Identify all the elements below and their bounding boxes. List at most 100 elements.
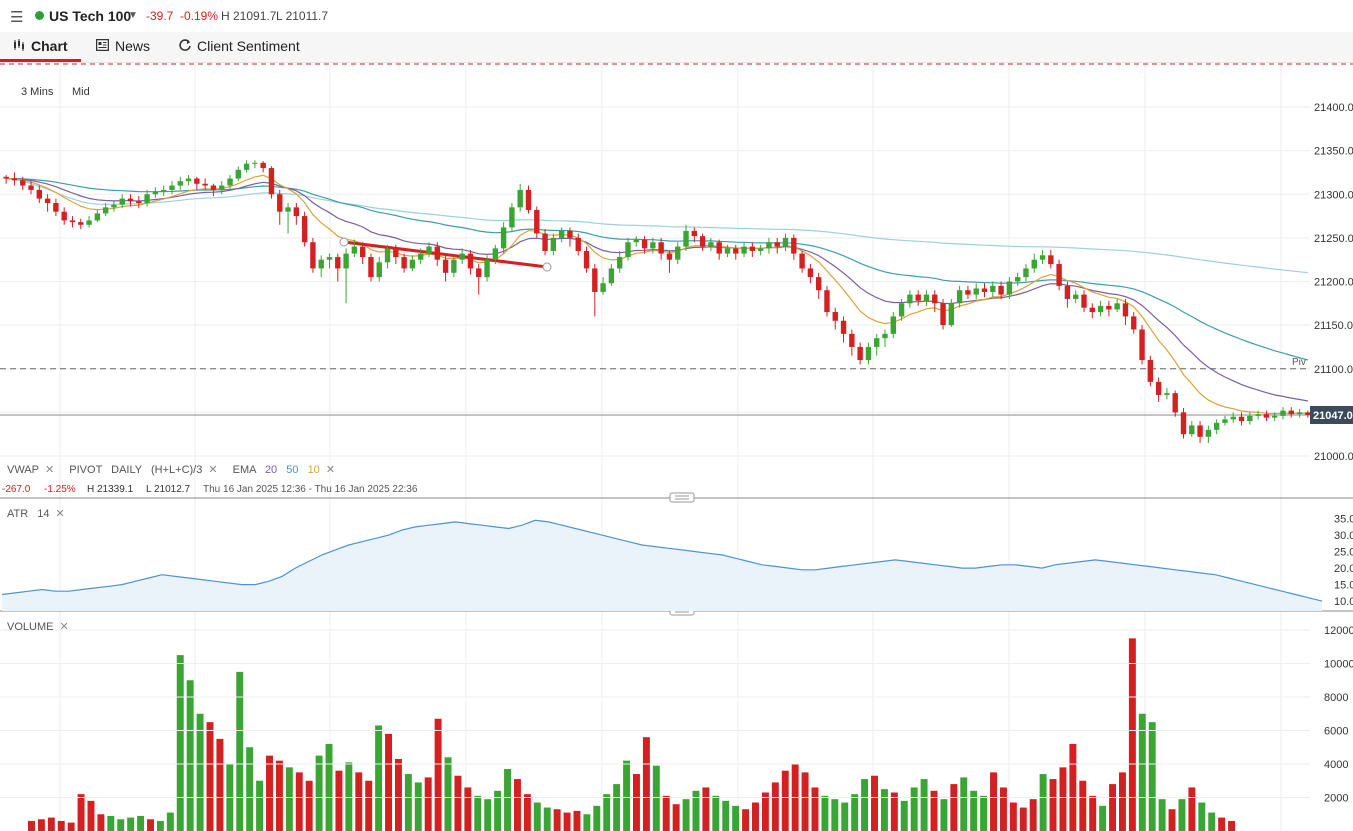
candle <box>127 194 134 207</box>
candle <box>1006 277 1013 299</box>
tab-label: Client Sentiment <box>197 38 300 54</box>
candle-body <box>608 268 615 284</box>
timeframe-selector[interactable]: 3 Mins <box>21 86 54 98</box>
candle-body <box>1238 416 1245 422</box>
chevron-down-icon[interactable]: ▼ <box>128 10 138 21</box>
volume-bar <box>1019 807 1027 831</box>
price-tick-label: 21400.0 <box>1314 102 1353 114</box>
indicator-legend: VWAP ✕ PIVOT DAILY (H+L+C)/3 ✕ EMA 20 50 1… <box>7 463 335 476</box>
volume-bar <box>117 819 125 831</box>
ema50-line <box>6 177 1309 361</box>
remove-vwap-icon[interactable]: ✕ <box>45 464 55 476</box>
candle <box>492 244 499 265</box>
candle <box>235 166 241 182</box>
remove-atr-icon[interactable]: ✕ <box>55 508 65 520</box>
candle-body <box>550 237 557 251</box>
candle-body <box>1147 360 1154 382</box>
tab-client-sentiment[interactable]: Client Sentiment <box>179 38 300 54</box>
candle <box>318 255 324 278</box>
candle-body <box>185 178 192 182</box>
candle-body <box>1271 415 1278 418</box>
candle <box>467 250 474 275</box>
volume-bar <box>1188 787 1196 831</box>
instrument-name[interactable]: US Tech 100 <box>49 8 132 24</box>
price-chart[interactable]: 21400.0 21350.0 21300.0 21250.0 21200.0 21150… <box>0 62 1353 831</box>
volume-bar <box>752 802 759 831</box>
volume-bar <box>702 787 710 831</box>
resize-handle-1[interactable] <box>669 492 695 503</box>
candle-body <box>61 211 67 221</box>
volume-bar <box>642 737 650 831</box>
pivot-formula: (H+L+C)/3 <box>151 464 203 476</box>
pivot-label: Piv <box>1292 357 1306 368</box>
candle-body <box>1164 393 1170 395</box>
candle <box>335 253 341 282</box>
candle <box>1296 408 1303 418</box>
candle <box>451 255 457 278</box>
hamburger-icon[interactable]: ☰ <box>10 9 24 26</box>
candle-body <box>127 198 134 202</box>
remove-ema-icon[interactable]: ✕ <box>325 464 336 476</box>
candle <box>907 290 913 308</box>
candle-body <box>1139 329 1145 361</box>
candle-body <box>393 248 399 258</box>
atr-tick-label: 35.0 <box>1334 514 1353 526</box>
candle <box>1189 421 1195 437</box>
candle-body <box>310 242 316 269</box>
candle <box>301 211 308 247</box>
candle <box>1213 419 1220 435</box>
trendline-handle <box>542 262 552 272</box>
candle <box>1064 281 1071 308</box>
market-status-dot <box>35 11 44 20</box>
candle-body <box>376 262 382 278</box>
candle-body <box>86 220 92 225</box>
candle-body <box>268 168 275 195</box>
volume-bar <box>742 809 750 831</box>
candle-body <box>650 242 656 249</box>
candle-body <box>44 198 51 203</box>
volume-bar <box>494 790 502 831</box>
candle <box>210 183 217 196</box>
candle <box>409 255 416 272</box>
candle-body <box>923 294 930 301</box>
candle <box>542 229 548 256</box>
candle <box>136 195 142 209</box>
newspaper-icon <box>95 38 110 54</box>
tab-chart[interactable]: Chart <box>13 38 68 54</box>
candle <box>500 222 507 254</box>
candle <box>633 236 639 247</box>
volume-bar <box>682 799 690 831</box>
candle <box>600 277 606 295</box>
volume-bar <box>603 794 611 831</box>
remove-pivot-icon[interactable]: ✕ <box>208 464 218 476</box>
candle-body <box>932 294 938 304</box>
candle <box>185 175 192 186</box>
volume-bar <box>910 787 918 831</box>
candle <box>874 333 880 356</box>
volume-bar <box>464 787 472 831</box>
candle-body <box>733 248 739 254</box>
candle-body <box>666 253 673 260</box>
candle <box>401 253 407 273</box>
volume-bar <box>1009 802 1017 831</box>
price-type-selector[interactable]: Mid <box>72 86 90 98</box>
candle-body <box>343 253 349 269</box>
candle-body <box>418 253 424 260</box>
volume-bar <box>196 713 204 831</box>
candle-body <box>434 246 440 260</box>
candle-body <box>865 346 872 361</box>
volume-bar <box>920 779 928 831</box>
candle <box>998 281 1004 299</box>
remove-volume-icon[interactable]: ✕ <box>59 621 69 633</box>
candle <box>119 194 125 209</box>
candle-body <box>94 213 101 221</box>
candle <box>1122 298 1129 326</box>
volume-bar <box>365 780 373 831</box>
candle <box>86 216 92 228</box>
candle <box>1097 300 1104 317</box>
tab-news[interactable]: News <box>95 38 150 54</box>
candle <box>807 264 814 284</box>
candle <box>434 242 440 266</box>
candle <box>932 290 938 313</box>
candle <box>616 250 623 273</box>
